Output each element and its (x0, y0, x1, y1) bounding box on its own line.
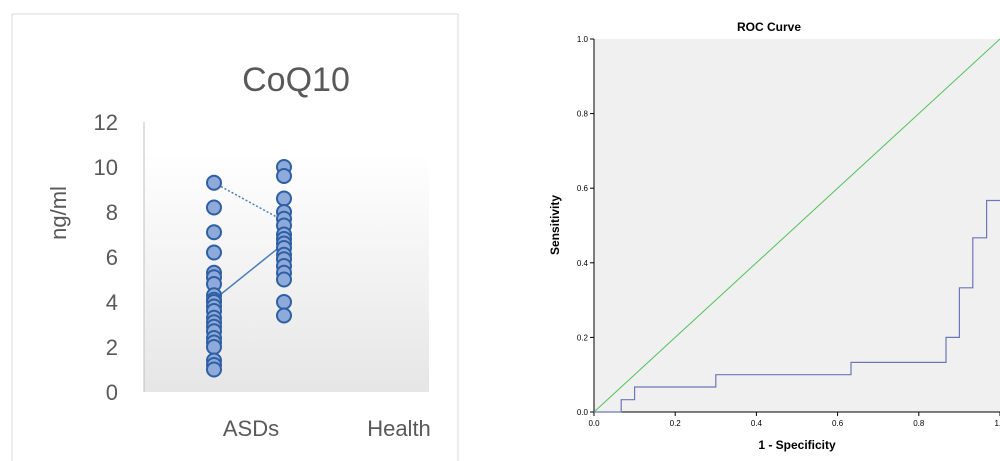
chart-title: CoQ10 (242, 61, 350, 99)
chart-border (11, 13, 459, 461)
chart-title: ROC Curve (737, 20, 801, 34)
y-tick-label: 0 (106, 380, 118, 405)
roc-curve-line (594, 199, 1000, 413)
data-point (276, 190, 292, 207)
data-point (276, 294, 292, 310)
data-point (206, 199, 222, 216)
data-point (206, 244, 222, 261)
data-point (276, 307, 292, 324)
y-tick-label: 4 (106, 290, 118, 315)
data-point (276, 271, 292, 288)
data-point (206, 174, 222, 191)
coq10-chart: CoQ10 ng/ml 0 2 4 6 8 10 12 ASDs Health (11, 13, 459, 461)
y-tick-label: 6 (106, 245, 118, 270)
data-point (206, 224, 222, 241)
y-axis-label: Sensitivity (548, 195, 562, 255)
y-tick-label: 12 (94, 110, 118, 135)
data-point (206, 361, 222, 378)
reference-line (593, 38, 1000, 413)
x-tick-label: 0.8 (913, 419, 925, 428)
y-tick-label: 1.0 (577, 35, 589, 44)
y-tick-label: 10 (94, 155, 118, 180)
y-tick-label: 2 (106, 335, 118, 360)
connector-line (213, 242, 285, 301)
y-tick-label: 0.2 (577, 333, 589, 342)
data-point (206, 339, 222, 355)
x-tick-label: 0.2 (670, 419, 682, 428)
x-tick-label: 1.0 (994, 419, 1000, 428)
y-tick-label: 0.4 (577, 259, 589, 268)
x-tick-label: 0.4 (751, 419, 763, 428)
x-tick-label: 0.6 (832, 419, 844, 428)
y-tick-label: 8 (106, 200, 118, 225)
x-tick-label: 0.0 (588, 419, 600, 428)
connector-line (213, 182, 285, 222)
roc-chart: ROC Curve 1 - Specificity Sensitivity 0.… (548, 20, 1000, 452)
x-category-label: Health (367, 416, 431, 441)
x-category-label: ASDs (223, 416, 279, 441)
data-point (276, 168, 292, 184)
y-tick-label: 0.6 (577, 184, 589, 193)
y-axis-label: ng/ml (46, 186, 71, 240)
y-tick-label: 0.8 (577, 110, 589, 119)
x-axis-label: 1 - Specificity (758, 438, 836, 452)
y-tick-label: 0.0 (577, 408, 589, 417)
